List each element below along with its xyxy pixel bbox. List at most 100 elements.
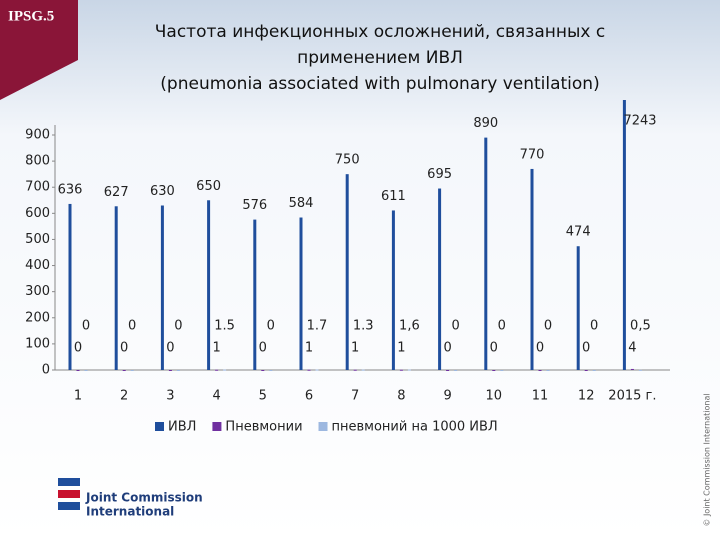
x-tick-label: 10 — [486, 389, 503, 404]
data-label: 0 — [498, 319, 506, 334]
legend-swatch — [318, 422, 328, 431]
data-label: 0 — [82, 319, 90, 334]
bar — [407, 369, 411, 371]
bar — [530, 168, 534, 370]
bar — [269, 370, 273, 371]
legend-label: ИВЛ — [168, 420, 196, 435]
data-label: 1 — [305, 341, 313, 356]
data-label: 0 — [166, 341, 174, 356]
bar — [114, 206, 118, 370]
x-tick-label: 12 — [578, 389, 595, 404]
data-label: 750 — [335, 153, 360, 168]
bar — [399, 369, 403, 371]
bar — [168, 370, 172, 371]
y-tick-label: 0 — [42, 363, 50, 378]
data-label: 7243 — [623, 114, 656, 129]
badge: IPSG.5 — [8, 8, 54, 24]
data-label: 576 — [242, 198, 267, 213]
data-label: 630 — [150, 184, 175, 199]
data-label: 0 — [174, 319, 182, 334]
y-tick-label: 500 — [25, 232, 50, 247]
data-label: 0,5 — [630, 319, 651, 334]
bar — [76, 370, 80, 371]
x-tick-label: 2015 г. — [608, 389, 656, 404]
data-label: 0 — [490, 341, 498, 356]
logo-text: International — [86, 505, 174, 519]
bar — [130, 370, 134, 371]
y-tick-label: 600 — [25, 206, 50, 221]
data-label: 0 — [536, 341, 544, 356]
bar — [68, 203, 72, 370]
bar — [391, 210, 395, 370]
data-label: 627 — [104, 185, 129, 200]
badge-shape — [0, 0, 78, 100]
data-label: 474 — [566, 225, 591, 240]
legend-swatch — [155, 422, 164, 431]
y-tick-label: 300 — [25, 284, 50, 299]
x-tick-label: 6 — [305, 389, 313, 404]
bar — [253, 219, 257, 370]
bar — [576, 246, 580, 370]
bar — [261, 370, 265, 371]
bar — [122, 370, 126, 371]
bar — [438, 188, 442, 370]
bar — [315, 369, 319, 371]
data-label: 0 — [582, 341, 590, 356]
x-tick-label: 11 — [532, 389, 549, 404]
data-label: 636 — [58, 182, 83, 197]
legend-label: Пневмонии — [225, 420, 302, 435]
title-line: (pneumonia associated with pulmonary ven… — [160, 74, 599, 94]
y-tick-label: 900 — [25, 128, 50, 143]
bar — [454, 370, 458, 371]
data-label: 695 — [427, 167, 452, 182]
bar — [307, 369, 311, 371]
copyright: © Joint Commission International — [703, 393, 712, 526]
bar — [622, 100, 626, 370]
bar — [546, 370, 550, 371]
x-tick-label: 3 — [166, 389, 174, 404]
bar — [630, 368, 634, 370]
data-label: 1.5 — [214, 319, 235, 334]
bar — [207, 200, 211, 370]
bar — [638, 369, 642, 371]
bar — [538, 370, 542, 371]
bar — [215, 369, 219, 371]
x-tick-label: 2 — [120, 389, 128, 404]
data-label: 4 — [628, 341, 636, 356]
y-tick-label: 200 — [25, 310, 50, 325]
data-label: 0 — [451, 319, 459, 334]
data-label: 0 — [267, 319, 275, 334]
bar — [492, 370, 496, 371]
legend-label: пневмоний на 1000 ИВЛ — [332, 420, 498, 435]
logo-text: Joint Commission — [85, 491, 203, 505]
y-tick-label: 100 — [25, 336, 50, 351]
bar — [446, 370, 450, 371]
x-tick-label: 8 — [397, 389, 405, 404]
data-label: 0 — [128, 319, 136, 334]
data-label: 611 — [381, 189, 406, 204]
data-label: 1,6 — [399, 319, 420, 334]
bar — [176, 370, 180, 371]
plot-area — [68, 100, 642, 371]
data-label: 1 — [212, 341, 220, 356]
data-label: 1.7 — [307, 319, 328, 334]
data-label: 890 — [473, 116, 498, 131]
bar — [484, 137, 488, 370]
bar — [223, 369, 227, 371]
bar — [160, 205, 164, 370]
y-tick-label: 800 — [25, 154, 50, 169]
data-label: 0 — [590, 319, 598, 334]
bar — [361, 369, 365, 371]
title-line: Частота инфекционных осложнений, связанн… — [155, 22, 605, 42]
legend-swatch — [212, 422, 222, 431]
logo: Joint Commission International — [58, 478, 203, 519]
bar — [84, 370, 88, 371]
data-label: 650 — [196, 179, 221, 194]
bar — [584, 370, 588, 371]
title-line: применением ИВЛ — [297, 48, 463, 68]
x-tick-label: 1 — [74, 389, 82, 404]
data-label: 0 — [259, 341, 267, 356]
bar — [353, 369, 357, 371]
